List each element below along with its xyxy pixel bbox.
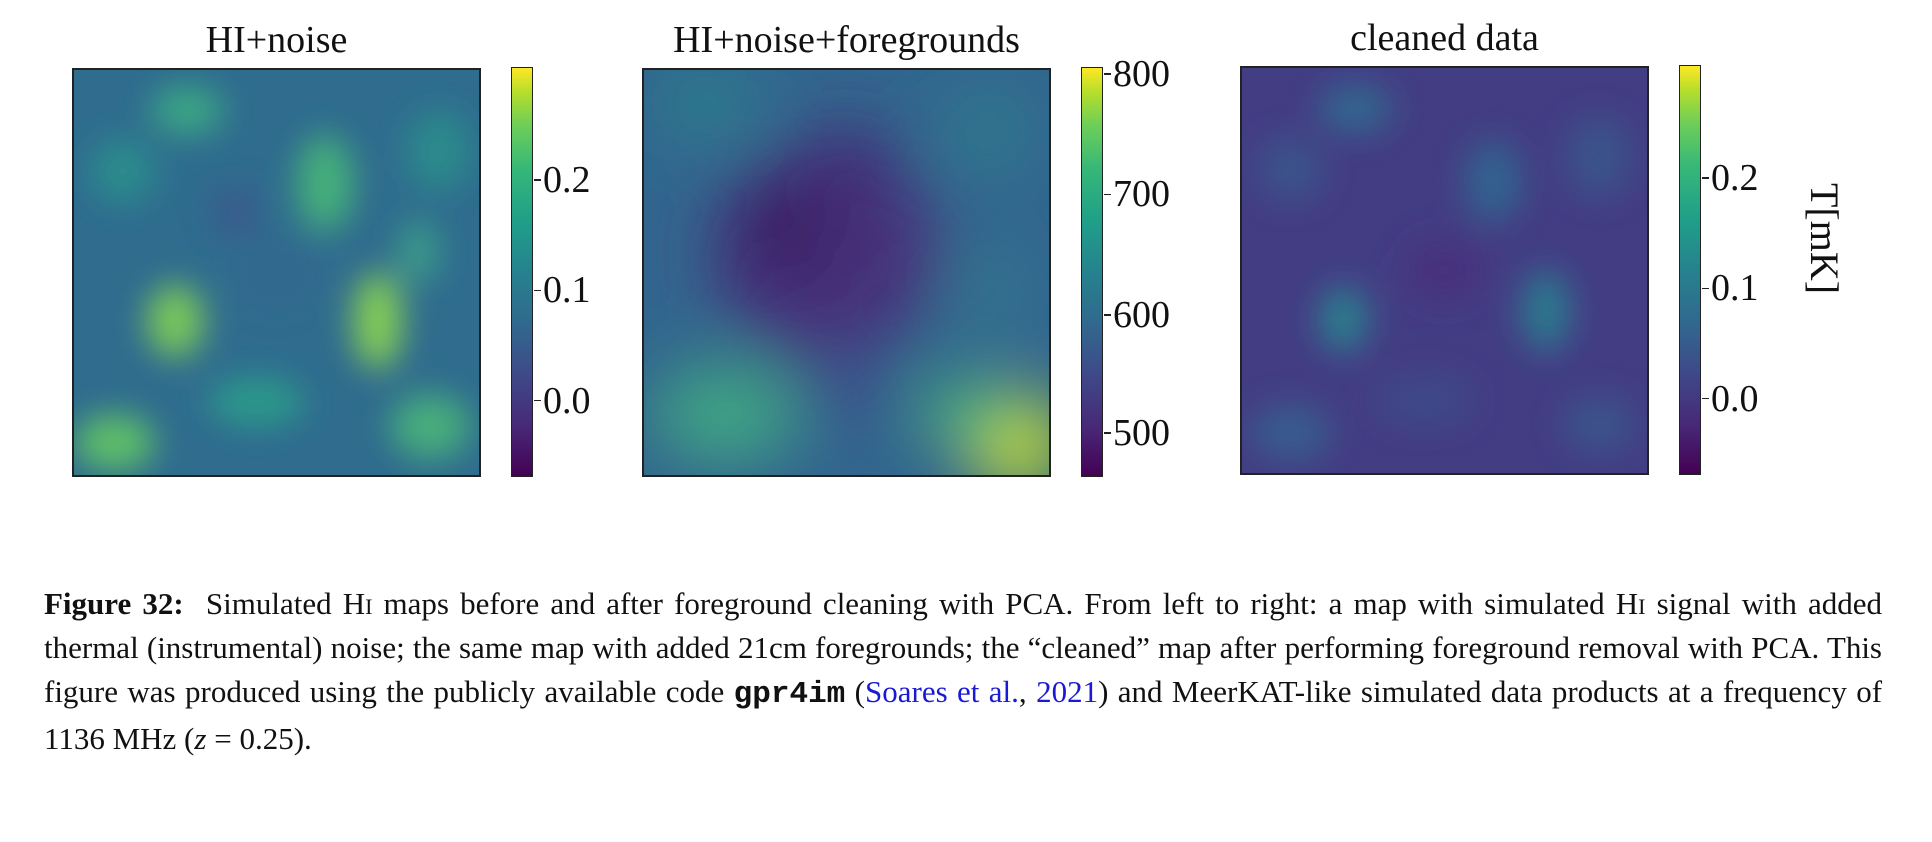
colorbar-unit-label: T[mK] bbox=[1802, 183, 1847, 295]
caption-text-1: Simulated H bbox=[205, 586, 366, 621]
map-cleaned bbox=[1240, 66, 1649, 475]
panel-title-hi-noise: HI+noise bbox=[205, 19, 348, 61]
figure-caption: Figure 32: Simulated Hi maps before and … bbox=[44, 582, 1882, 761]
map-foregrounds bbox=[642, 68, 1051, 477]
colorbar-tick: 0.2 bbox=[534, 161, 591, 199]
caption-text-4b: ) and MeerKAT-like simulated data produc… bbox=[44, 674, 1883, 756]
colorbar-tick: 700 bbox=[1104, 175, 1170, 213]
colorbar-tick: 600 bbox=[1104, 296, 1170, 334]
colorbar-tick: 0.2 bbox=[1702, 159, 1759, 197]
colorbar-tick: 800 bbox=[1104, 55, 1170, 93]
colorbar-cleaned: 0.2 0.1 0.0 bbox=[1679, 65, 1759, 475]
redshift-value: = 0.25). bbox=[206, 721, 312, 756]
citation-separator: , bbox=[1018, 674, 1037, 709]
colorbar-tick: 500 bbox=[1104, 414, 1170, 452]
colorbar-hi-noise: 0.2 0.1 0.0 bbox=[511, 67, 591, 477]
panel-title-cleaned: cleaned data bbox=[1350, 17, 1539, 59]
citation-year-link[interactable]: 2021 bbox=[1036, 674, 1099, 709]
colorbar-tick: 0.0 bbox=[534, 382, 591, 420]
figure-label: Figure 32: bbox=[44, 586, 184, 621]
code-name: gpr4im bbox=[733, 677, 846, 712]
hi-smallcaps: i bbox=[1638, 586, 1646, 621]
colorbar-tick: 0.1 bbox=[1702, 269, 1759, 307]
colorbar-foregrounds: 800 700 600 500 bbox=[1081, 55, 1170, 477]
colorbar-tick: 0.0 bbox=[1702, 380, 1759, 418]
caption-text-2: maps before and after foreground cleanin… bbox=[372, 586, 1639, 621]
map-hi-noise bbox=[72, 68, 481, 477]
hi-smallcaps: i bbox=[365, 586, 373, 621]
caption-text-4a: ( bbox=[845, 674, 866, 709]
caption-text-3: signal with added thermal (instrumental)… bbox=[44, 586, 1882, 709]
redshift-variable: z bbox=[194, 721, 207, 756]
citation-authors-link[interactable]: Soares et al. bbox=[865, 674, 1019, 709]
colorbar-tick: 0.1 bbox=[534, 271, 591, 309]
panel-title-foregrounds: HI+noise+foregrounds bbox=[673, 19, 1020, 61]
